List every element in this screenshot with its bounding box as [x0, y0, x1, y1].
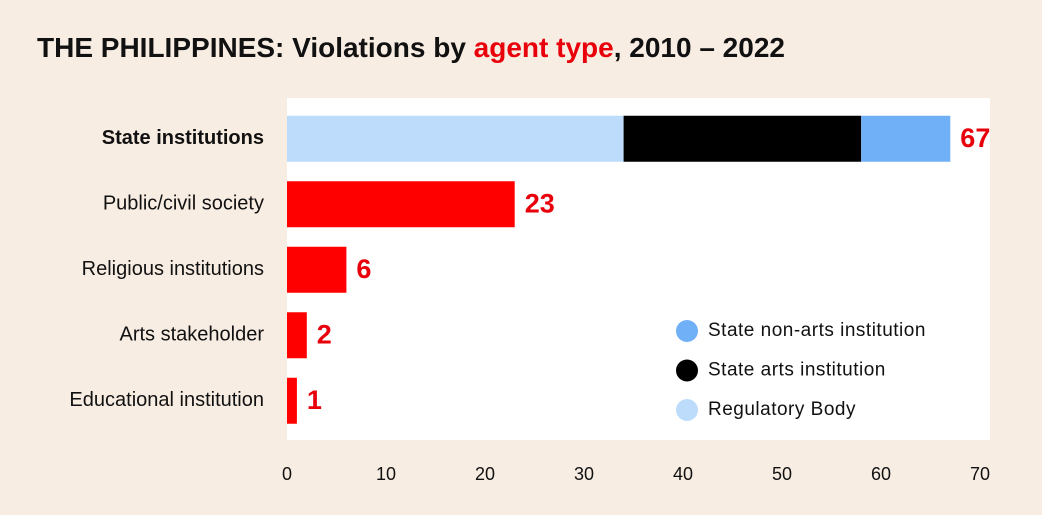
x-tick-label: 0 [282, 464, 292, 484]
x-tick-label: 20 [475, 464, 495, 484]
y-tick-label: Educational institution [69, 389, 264, 411]
y-tick-label: State institutions [102, 127, 264, 149]
title-part: , 2010 – 2022 [614, 32, 785, 63]
legend-swatch [676, 359, 698, 382]
bar [623, 115, 862, 162]
x-tick-label: 10 [376, 464, 396, 484]
total-label: 1 [307, 385, 322, 415]
total-label: 2 [317, 319, 332, 349]
bar [287, 377, 297, 424]
bar [287, 181, 515, 228]
bar [287, 115, 624, 162]
y-tick-label: Religious institutions [82, 258, 264, 280]
x-tick-label: 30 [574, 464, 594, 484]
total-label: 67 [960, 123, 990, 153]
legend-swatch [676, 320, 698, 342]
y-tick-label: Arts stakeholder [119, 324, 264, 346]
title-part: agent type [474, 32, 614, 63]
x-tick-label: 50 [772, 464, 792, 484]
legend-label: Regulatory Body [708, 399, 856, 420]
x-tick-label: 60 [871, 464, 891, 484]
x-tick-label: 70 [970, 464, 990, 484]
legend-label: State arts institution [708, 360, 886, 381]
bar [287, 312, 307, 359]
y-tick-label: Public/civil society [103, 193, 264, 215]
legend-label: State non-arts institution [708, 320, 926, 341]
bar [287, 246, 347, 293]
total-label: 6 [356, 254, 371, 284]
title-part: THE PHILIPPINES: Violations by [37, 32, 474, 63]
legend-swatch [676, 399, 698, 421]
total-label: 23 [525, 188, 555, 218]
bar [861, 115, 951, 162]
chart-title: THE PHILIPPINES: Violations by agent typ… [37, 32, 785, 63]
x-tick-label: 40 [673, 464, 693, 484]
